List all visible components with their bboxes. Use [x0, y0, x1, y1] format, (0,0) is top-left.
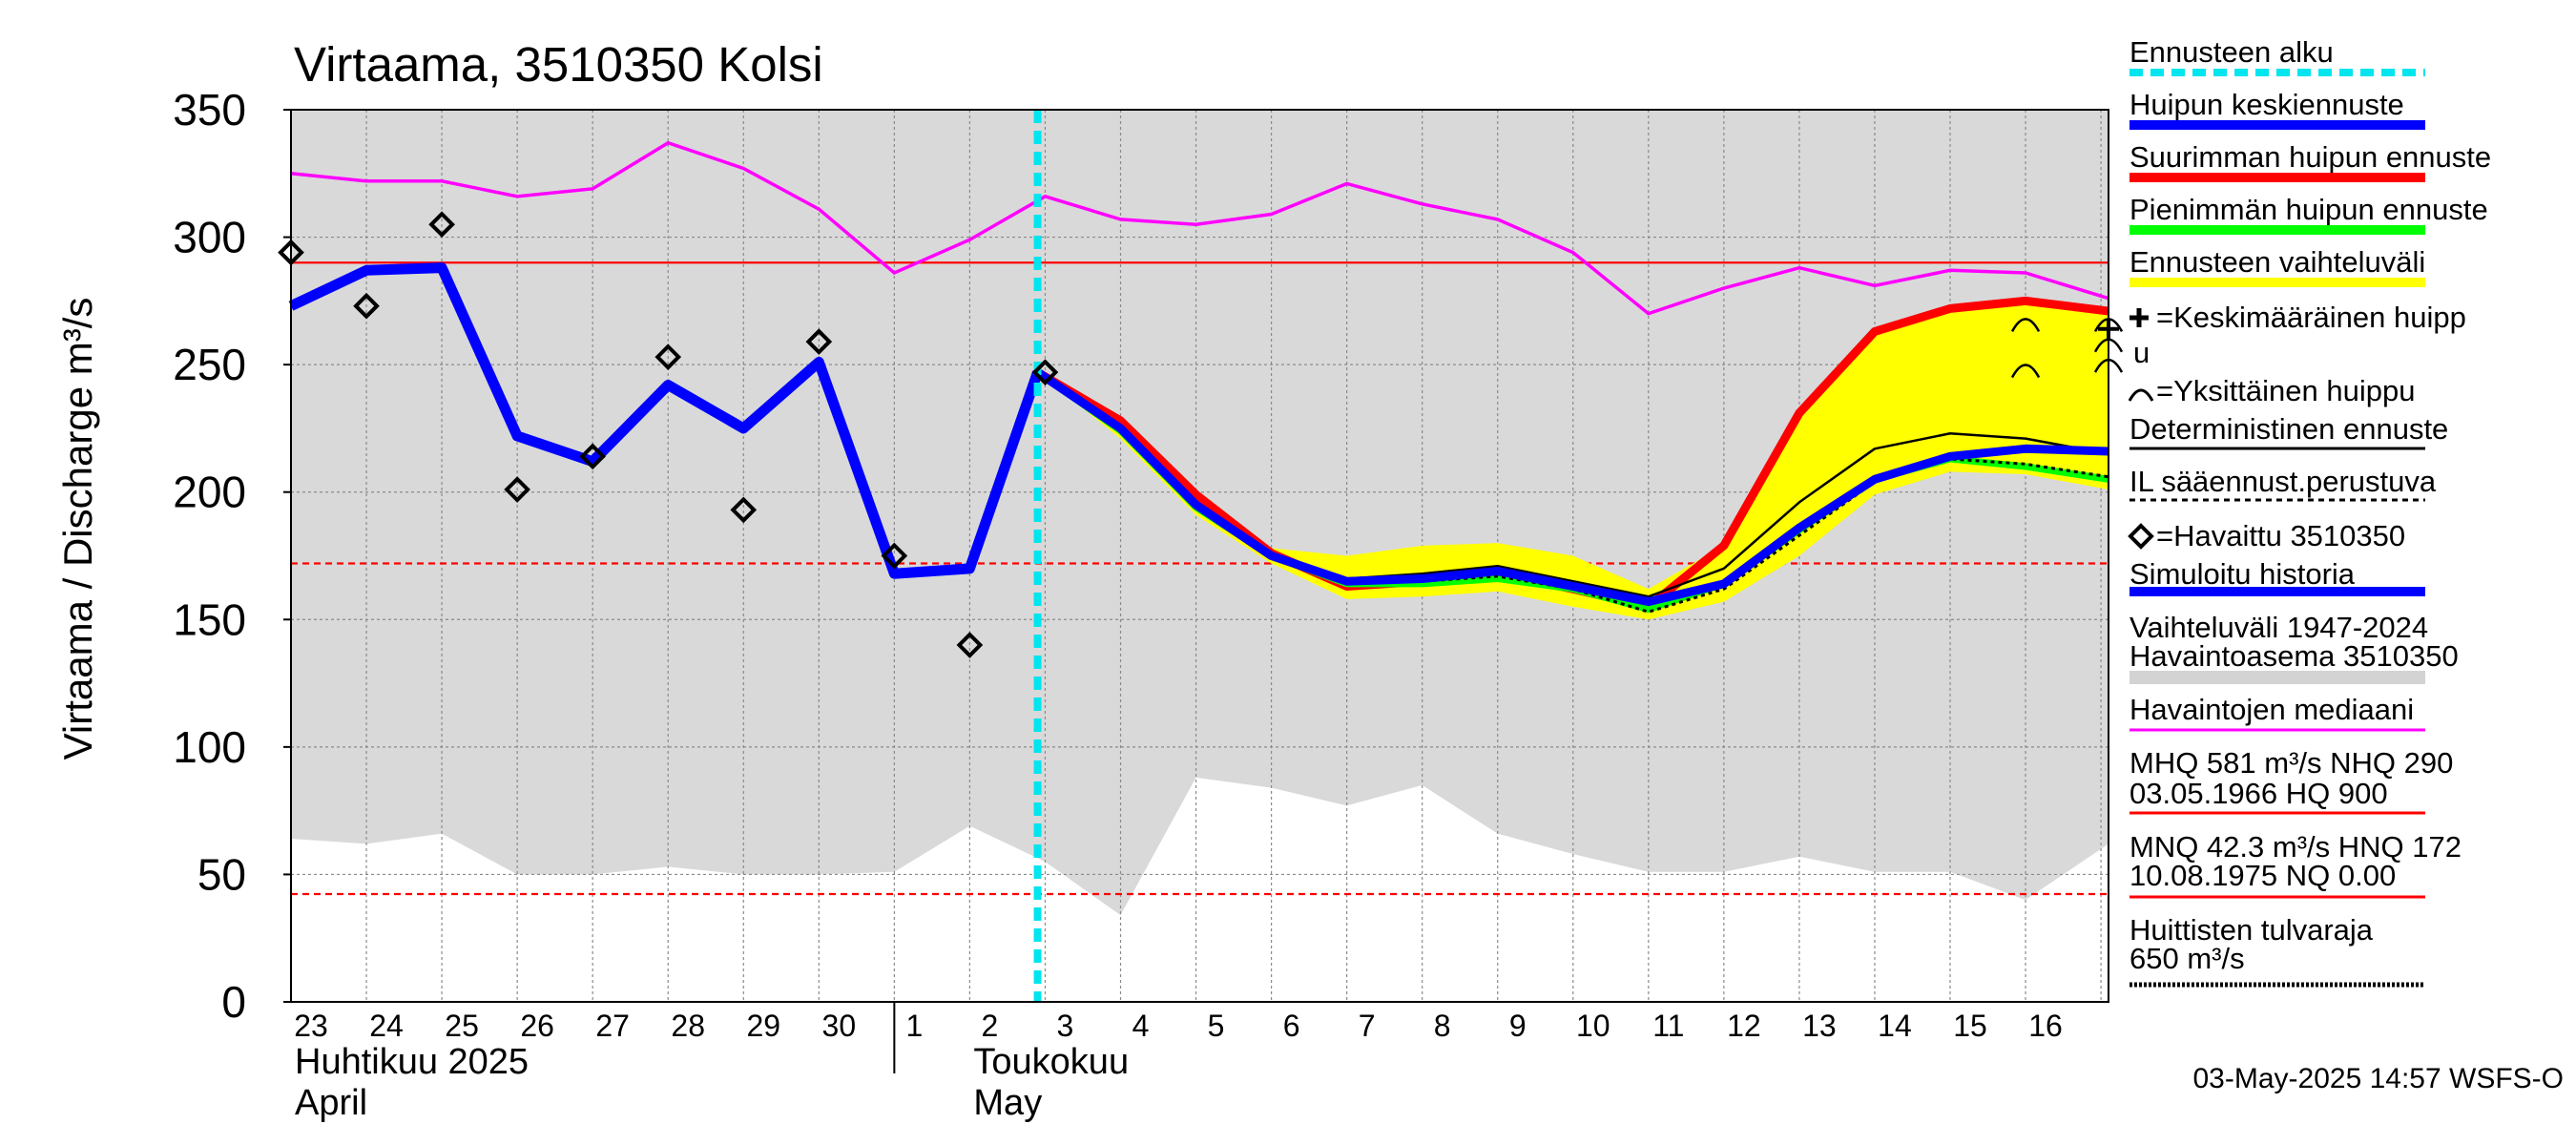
x-tick-label: 3: [1057, 1009, 1074, 1043]
x-tick-label: 1: [905, 1009, 923, 1043]
x-tick-label: 30: [822, 1009, 857, 1043]
chart-title: Virtaama, 3510350 Kolsi: [294, 37, 823, 92]
x-tick-label: 24: [369, 1009, 404, 1043]
x-tick-label: 28: [671, 1009, 705, 1043]
x-tick-label: 25: [445, 1009, 479, 1043]
observed-point: [956, 632, 984, 658]
legend-label: IL sääennust.perustuva: [2129, 465, 2437, 498]
y-tick-label: 200: [173, 468, 246, 517]
legend-label: =Havaittu 3510350: [2156, 519, 2405, 552]
legend-diamond-icon: [2128, 523, 2154, 550]
x-tick-label: 23: [294, 1009, 328, 1043]
y-axis-label: Virtaama / Discharge m³/s: [55, 298, 100, 760]
x-tick-label: 15: [1953, 1009, 1987, 1043]
month-label-en: April: [295, 1083, 367, 1123]
x-tick-label: 7: [1359, 1009, 1376, 1043]
forecast-range-band: [1037, 298, 2109, 620]
median-line: [290, 140, 2109, 316]
observed-point: [579, 443, 607, 470]
y-tick-label: 50: [197, 849, 246, 899]
month-label-en: May: [973, 1083, 1042, 1123]
legend-plus-icon: [2129, 308, 2149, 327]
x-tick-label: 29: [746, 1009, 780, 1043]
legend-label: Huittisten tulvaraja: [2129, 913, 2374, 947]
observed-point: [805, 328, 833, 355]
x-tick-label: 8: [1434, 1009, 1451, 1043]
simulated-history-line: [288, 262, 1043, 579]
legend-arc-icon: [2128, 388, 2154, 402]
legend-label: 650 m³/s: [2129, 942, 2245, 975]
legend-label: Havaintoasema 3510350: [2129, 639, 2459, 673]
legend-label: =Yksittäinen huippu: [2156, 374, 2415, 407]
individual-peak-marker: [2010, 318, 2041, 333]
legend-label: Vaihteluväli 1947-2024: [2129, 611, 2428, 644]
plot-area: [278, 109, 2124, 1003]
timestamp: 03-May-2025 14:57 WSFS-O: [2193, 1063, 2565, 1094]
individual-peak-marker: [2010, 364, 2041, 379]
y-tick-label: 300: [173, 213, 246, 262]
range-lower-boundary: [291, 777, 2109, 1002]
mean-peak-forecast-line: [1035, 368, 2109, 607]
legend-label: Ennusteen vaihteluväli: [2129, 245, 2425, 279]
legend-label: Havaintojen mediaani: [2129, 693, 2414, 726]
observed-point: [730, 496, 758, 524]
x-tick-label: 9: [1509, 1009, 1527, 1043]
observed-point: [428, 211, 455, 239]
x-tick-label: 26: [520, 1009, 554, 1043]
x-tick-label: 16: [2028, 1009, 2063, 1043]
y-tick-label: 100: [173, 722, 246, 772]
legend-label: u: [2133, 336, 2150, 369]
month-label-fi: Huhtikuu 2025: [295, 1042, 529, 1082]
x-tick-label: 13: [1802, 1009, 1837, 1043]
x-tick-label: 10: [1576, 1009, 1610, 1043]
legend-label: MNQ 42.3 m³/s HNQ 172: [2129, 830, 2462, 864]
legend-label: =Keskimääräinen huipp: [2156, 301, 2466, 334]
legend-label: Suurimman huipun ennuste: [2129, 140, 2491, 174]
y-tick-label: 250: [173, 340, 246, 389]
legend-label: Huipun keskiennuste: [2129, 88, 2404, 121]
legend: Ennusteen alku Huipun keskiennuste Suurimm…: [2128, 35, 2491, 988]
x-tick-label: 14: [1878, 1009, 1912, 1043]
legend-label: Simuloitu historia: [2129, 557, 2356, 591]
observed-point: [654, 344, 682, 370]
legend-label: 03.05.1966 HQ 900: [2129, 777, 2388, 810]
x-tick-label: 12: [1727, 1009, 1761, 1043]
y-tick-label: 0: [221, 977, 246, 1027]
x-tick-label: 5: [1208, 1009, 1225, 1043]
observed-point: [881, 542, 908, 570]
x-tick-label: 4: [1132, 1009, 1150, 1043]
x-tick-label: 11: [1652, 1009, 1684, 1043]
observed-point: [353, 292, 380, 320]
legend-label: Deterministinen ennuste: [2129, 412, 2448, 446]
x-tick-label: 27: [595, 1009, 630, 1043]
y-tick-label: 150: [173, 594, 246, 644]
legend-label: MHQ 581 m³/s NHQ 290: [2129, 746, 2453, 780]
observed-point: [1031, 359, 1059, 385]
month-label-fi: Toukokuu: [973, 1042, 1129, 1082]
legend-label: 10.08.1975 NQ 0.00: [2129, 859, 2396, 892]
x-tick-label: 2: [982, 1009, 999, 1043]
observed-point: [504, 476, 530, 503]
y-tick-label: 350: [173, 85, 246, 135]
legend-label: Pienimmän huipun ennuste: [2129, 193, 2488, 226]
legend-label: Ennusteen alku: [2129, 35, 2334, 69]
x-tick-label: 6: [1283, 1009, 1300, 1043]
plot-frame: [290, 109, 2109, 1003]
